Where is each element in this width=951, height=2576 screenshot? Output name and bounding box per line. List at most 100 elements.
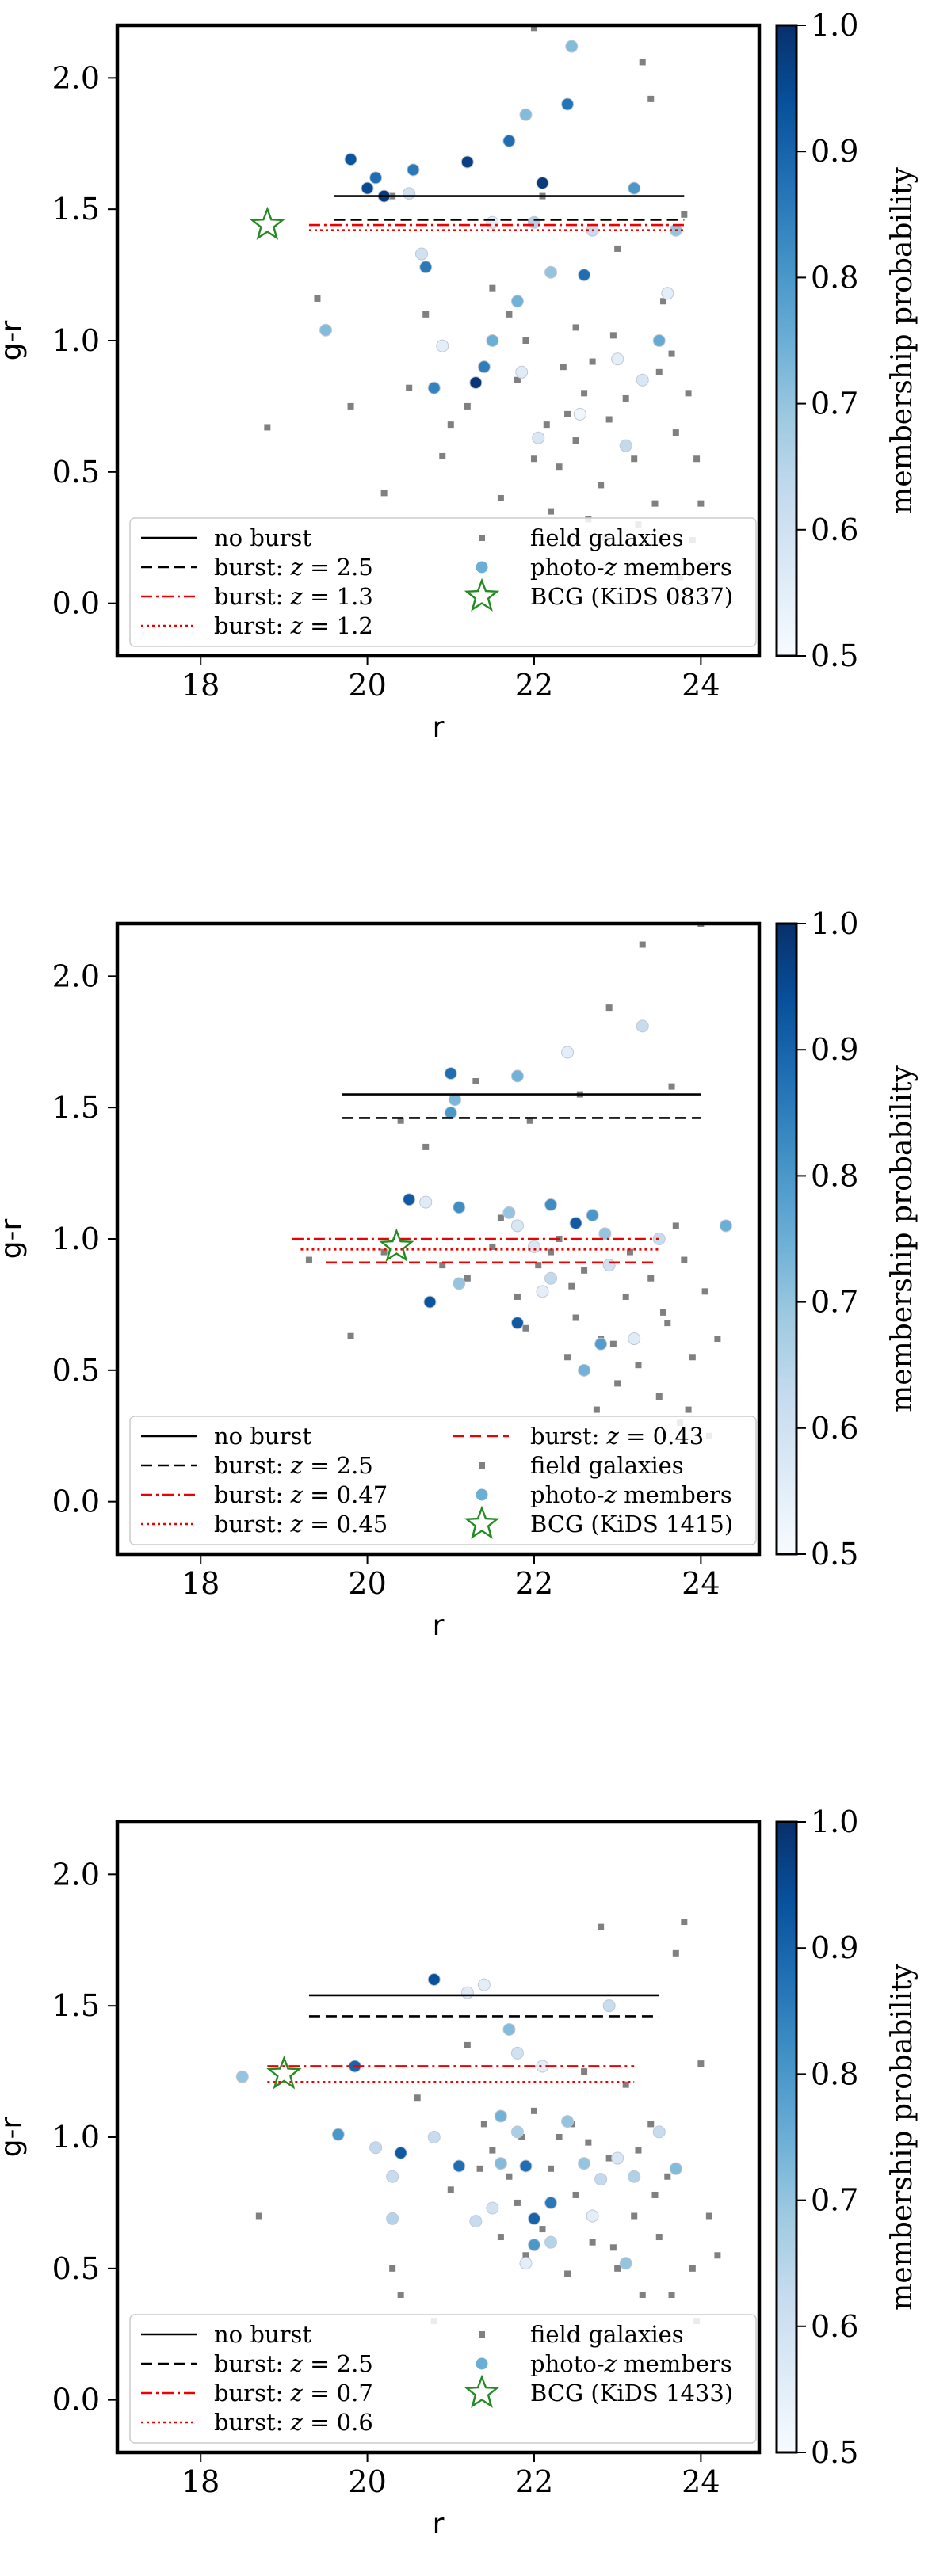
field-galaxy-point — [585, 2139, 592, 2146]
legend-label: no burst — [214, 2321, 311, 2348]
field-galaxy-point — [476, 2165, 483, 2172]
field-galaxy-point — [480, 2121, 487, 2128]
member-galaxy-point — [460, 155, 474, 169]
field-galaxy-point — [543, 421, 550, 429]
field-galaxy-point — [664, 2173, 671, 2180]
legend-star-swatch — [464, 2374, 500, 2408]
field-galaxy-point — [518, 2134, 525, 2140]
member-galaxy-point — [414, 247, 428, 261]
colorbar-tick-label: 0.5 — [811, 1537, 858, 1572]
member-galaxy-point — [527, 1240, 540, 1253]
colorbar-tick-label: 0.6 — [811, 2309, 858, 2344]
field-galaxy-point — [655, 368, 663, 375]
member-galaxy-point — [561, 1046, 575, 1059]
member-galaxy-point — [669, 2162, 682, 2175]
member-galaxy-point — [536, 1285, 549, 1298]
colorbar-tick-label: 0.8 — [811, 2056, 858, 2091]
member-galaxy-point — [235, 2070, 249, 2083]
member-galaxy-point — [544, 2196, 558, 2209]
member-galaxy-point — [569, 1217, 582, 1230]
field-galaxy-point — [530, 455, 537, 463]
field-galaxy-point — [598, 482, 605, 489]
member-galaxy-point — [594, 1337, 608, 1351]
field-galaxy-point — [535, 1262, 542, 1269]
member-galaxy-point — [436, 339, 449, 352]
member-galaxy-point — [719, 1219, 732, 1233]
field-galaxy-point — [681, 1919, 688, 1926]
field-galaxy-point — [714, 1336, 721, 1343]
member-galaxy-point — [578, 1363, 591, 1377]
field-galaxy-point — [697, 2060, 705, 2067]
y-tick-label: 1.5 — [52, 1090, 100, 1125]
field-galaxy-point — [622, 1293, 629, 1300]
legend-label: burst: z = 0.6 — [214, 2409, 373, 2436]
field-galaxy-point — [506, 2173, 513, 2180]
field-galaxy-point — [626, 1248, 633, 1256]
field-galaxy-point — [593, 1406, 600, 1413]
member-galaxy-point — [486, 2201, 499, 2215]
field-galaxy-point — [572, 1314, 579, 1321]
field-galaxy-point — [651, 2191, 659, 2198]
member-galaxy-point — [544, 1271, 558, 1285]
field-galaxy-point — [685, 1406, 692, 1413]
colorbar: 0.5 0.6 0.7 0.8 0.9 1.0 membership probability — [775, 8, 919, 673]
member-galaxy-point — [532, 431, 545, 444]
member-galaxy-point — [369, 2141, 383, 2155]
x-tick-label: 24 — [682, 1566, 720, 1601]
field-galaxy-point — [530, 25, 537, 32]
x-tick-label: 20 — [348, 2464, 386, 2499]
field-galaxy-point — [639, 941, 646, 948]
field-galaxy-point — [589, 358, 596, 365]
field-galaxy-point — [406, 384, 413, 391]
member-galaxy-point — [527, 2212, 540, 2225]
legend-circle-swatch — [476, 1488, 488, 1501]
legend-box — [129, 2314, 757, 2444]
field-galaxy-point — [609, 332, 617, 339]
y-tick-label: 0.0 — [52, 2383, 100, 2418]
field-galaxy-point — [314, 295, 321, 302]
member-galaxy-point — [561, 2115, 575, 2128]
field-galaxy-point — [522, 2252, 529, 2259]
legend-label: photo-z members — [530, 2350, 732, 2377]
member-galaxy-point — [602, 1999, 616, 2013]
member-galaxy-point — [427, 1973, 441, 1986]
legend-box — [129, 517, 757, 647]
colorbar-tick-label: 0.5 — [811, 2435, 858, 2470]
member-galaxy-point — [502, 134, 516, 147]
colorbar: 0.5 0.6 0.7 0.8 0.9 1.0 membership probability — [775, 906, 919, 1572]
member-galaxy-point — [519, 2257, 533, 2270]
x-tick-label: 18 — [181, 2464, 220, 2499]
x-tick-label: 22 — [515, 668, 553, 703]
field-galaxy-point — [622, 2081, 629, 2088]
legend-star-swatch — [464, 577, 500, 612]
colorbar-gradient — [775, 24, 798, 657]
field-galaxy-point — [347, 402, 354, 410]
legend-label: no burst — [214, 524, 311, 551]
legend-label: burst: z = 2.5 — [214, 1452, 373, 1479]
field-galaxy-point — [548, 1248, 555, 1256]
member-galaxy-point — [407, 163, 420, 177]
member-galaxy-point — [449, 1093, 462, 1107]
field-galaxy-point — [526, 1117, 533, 1124]
field-galaxy-point — [556, 463, 563, 471]
y-tick-label: 2.0 — [52, 60, 100, 95]
x-tick-label: 24 — [682, 668, 720, 703]
colorbar-tick-label: 0.8 — [811, 260, 858, 295]
field-galaxy-point — [581, 1267, 588, 1274]
field-galaxy-point — [705, 2212, 712, 2220]
field-galaxy-point — [497, 2234, 504, 2241]
legend-star-swatch — [464, 1505, 500, 1539]
field-galaxy-point — [489, 2147, 496, 2154]
legend-label: burst: z = 2.5 — [214, 554, 373, 581]
legend-label: burst: z = 0.7 — [214, 2380, 373, 2406]
member-galaxy-point — [578, 2157, 591, 2170]
member-galaxy-point — [469, 2215, 483, 2228]
field-galaxy-point — [305, 1256, 312, 1263]
field-galaxy-point — [472, 1078, 479, 1084]
colorbar-tick-label: 0.7 — [811, 387, 858, 421]
field-galaxy-point — [672, 1222, 679, 1229]
field-galaxy-point — [609, 1340, 617, 1347]
member-galaxy-point — [486, 334, 499, 347]
